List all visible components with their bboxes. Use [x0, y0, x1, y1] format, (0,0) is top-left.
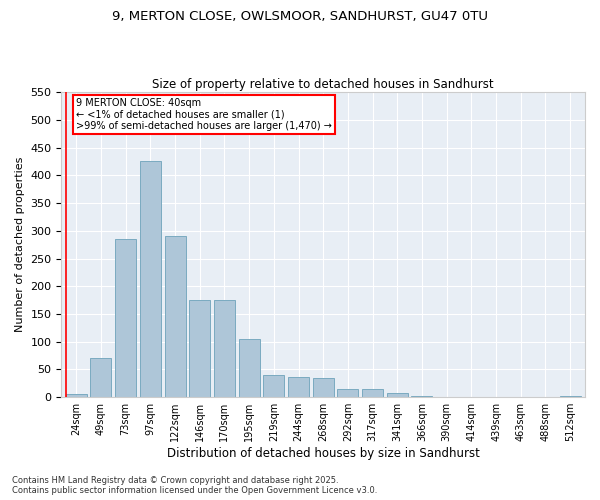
Bar: [560, 396, 581, 397]
Bar: [337, 389, 358, 397]
Bar: [288, 376, 309, 397]
Text: 9 MERTON CLOSE: 40sqm
← <1% of detached houses are smaller (1)
>99% of semi-deta: 9 MERTON CLOSE: 40sqm ← <1% of detached …: [76, 98, 332, 131]
Bar: [115, 239, 136, 397]
Bar: [313, 378, 334, 397]
Bar: [387, 394, 408, 397]
Bar: [239, 339, 260, 397]
Bar: [412, 396, 433, 397]
Bar: [91, 358, 112, 397]
Text: Contains HM Land Registry data © Crown copyright and database right 2025.
Contai: Contains HM Land Registry data © Crown c…: [12, 476, 377, 495]
Text: 9, MERTON CLOSE, OWLSMOOR, SANDHURST, GU47 0TU: 9, MERTON CLOSE, OWLSMOOR, SANDHURST, GU…: [112, 10, 488, 23]
Bar: [263, 375, 284, 397]
Bar: [436, 396, 457, 397]
Bar: [510, 396, 531, 397]
Bar: [214, 300, 235, 397]
Bar: [189, 300, 210, 397]
Y-axis label: Number of detached properties: Number of detached properties: [15, 157, 25, 332]
Bar: [362, 389, 383, 397]
Title: Size of property relative to detached houses in Sandhurst: Size of property relative to detached ho…: [152, 78, 494, 91]
Bar: [140, 162, 161, 397]
X-axis label: Distribution of detached houses by size in Sandhurst: Distribution of detached houses by size …: [167, 447, 479, 460]
Bar: [164, 236, 185, 397]
Bar: [66, 394, 87, 397]
